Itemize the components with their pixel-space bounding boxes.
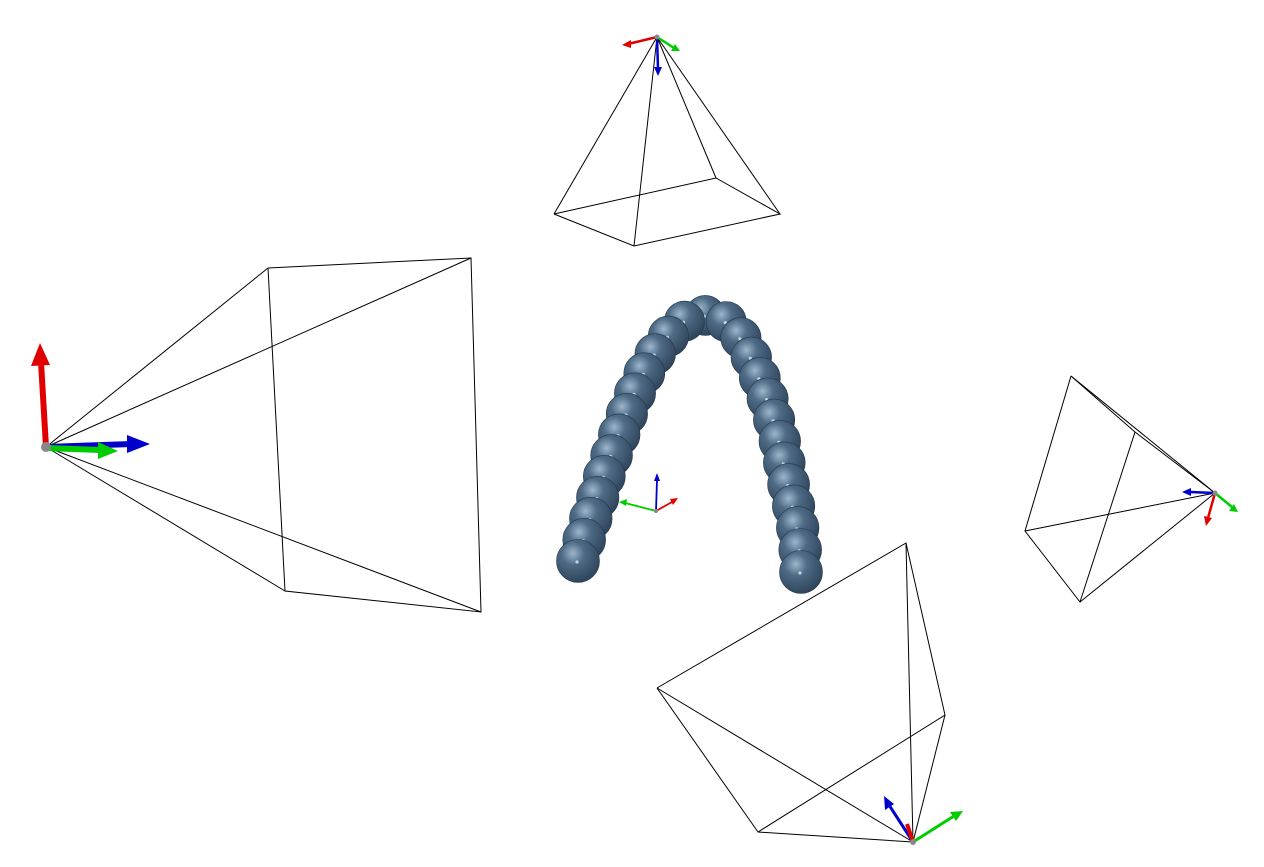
x-axis-arrowhead xyxy=(622,40,631,48)
y-axis-arrowhead xyxy=(98,442,118,459)
x-axis-arrow xyxy=(905,823,915,843)
x-axis-arrow xyxy=(655,501,673,512)
x-axis-arrow xyxy=(1206,492,1217,519)
bead-highlight xyxy=(738,337,742,341)
camera-right-axes-triad xyxy=(1182,488,1238,526)
y-axis-arrowhead xyxy=(619,499,627,506)
camera-frustum-top xyxy=(553,36,782,247)
camera-frustum-left xyxy=(45,257,482,613)
object-axes-triad xyxy=(619,473,678,513)
z-axis-arrow xyxy=(655,36,660,69)
x-axis-arrow xyxy=(38,361,49,448)
camera-frustum-right xyxy=(1024,375,1216,604)
bead-highlight xyxy=(723,321,727,325)
z-axis-arrowhead xyxy=(127,435,150,453)
bead-chain xyxy=(556,295,823,594)
z-axis-arrowhead xyxy=(1182,488,1191,496)
y-axis-arrow xyxy=(656,35,675,50)
x-axis-arrow xyxy=(627,35,658,46)
world-axes-triad xyxy=(31,343,150,459)
y-axis-arrow xyxy=(624,502,657,512)
z-axis-arrow xyxy=(655,479,658,512)
y-axis-arrow xyxy=(45,445,101,453)
camera-bottom-axes-triad xyxy=(884,796,963,845)
bead-highlight xyxy=(575,560,579,564)
z-axis-arrowhead xyxy=(884,796,894,810)
y-axis-arrow xyxy=(912,814,955,844)
z-axis-arrow xyxy=(1189,490,1216,495)
y-axis-arrowhead xyxy=(950,811,963,821)
camera-top-axes-triad xyxy=(622,34,680,76)
camera-frustum-bottom xyxy=(656,542,946,843)
y-axis-arrowhead xyxy=(1229,504,1238,512)
x-axis-arrowhead xyxy=(670,498,678,505)
x-axis-arrowhead xyxy=(1204,516,1212,526)
y-axis-arrowhead xyxy=(671,44,680,51)
bead-highlight xyxy=(798,571,802,575)
y-axis-arrow xyxy=(1214,492,1233,508)
z-axis-arrowhead xyxy=(654,473,660,481)
z-axis-arrowhead xyxy=(654,67,662,76)
x-axis-arrowhead xyxy=(31,343,50,366)
